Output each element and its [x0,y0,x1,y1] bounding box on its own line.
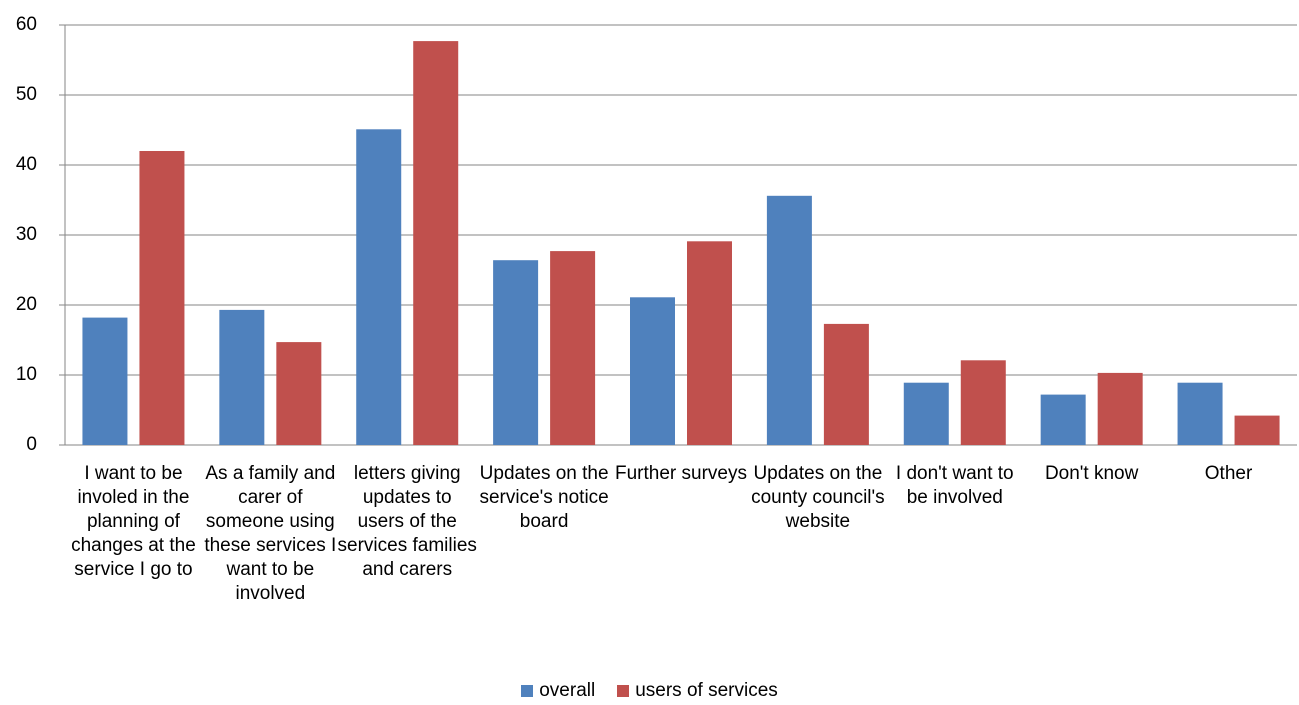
x-tick-label: Updates on the service's notice board [479,463,609,532]
bar [550,251,596,445]
y-tick-label: 40 [16,154,37,175]
bar [903,382,949,445]
y-tick-label: 30 [16,224,37,245]
y-tick-label: 20 [16,294,37,315]
y-tick-label: 60 [16,14,37,35]
legend-swatch [521,685,534,697]
legend-label: users of services [635,680,778,701]
legend-label: overall [539,680,596,701]
bar [413,41,459,445]
y-tick-label: 0 [26,434,37,455]
x-tick-label: As a family and carer of someone using t… [204,463,337,604]
bar [82,317,128,445]
legend-item: overall [521,680,595,702]
bar [493,260,539,445]
bar [219,309,265,445]
bar [687,241,732,445]
x-tick-label: Don't know [1044,463,1139,484]
y-tick-label: 50 [16,84,37,105]
bar [823,323,869,445]
bar [1040,394,1086,445]
bar [960,360,1006,445]
bar [356,129,402,446]
x-tick-label: letters giving updates to users of the s… [337,463,477,580]
bar [276,342,322,445]
legend: overall users of services [0,680,1299,702]
bar [139,151,185,445]
x-tick-label: Updates on the county council's website [751,463,885,532]
bar [1234,415,1280,445]
bar [1097,372,1143,445]
bar [766,195,812,445]
legend-item: users of services [617,680,778,702]
x-tick-label: I don't want to be involved [895,463,1014,508]
x-tick-label: Other [1204,463,1253,484]
bar [630,297,675,445]
legend-swatch [617,685,630,697]
x-tick-label: I want to be involed in the planning of … [71,463,196,580]
y-tick-label: 10 [16,364,37,385]
bar [1177,382,1223,445]
x-tick-label: Further surveys [615,463,747,484]
